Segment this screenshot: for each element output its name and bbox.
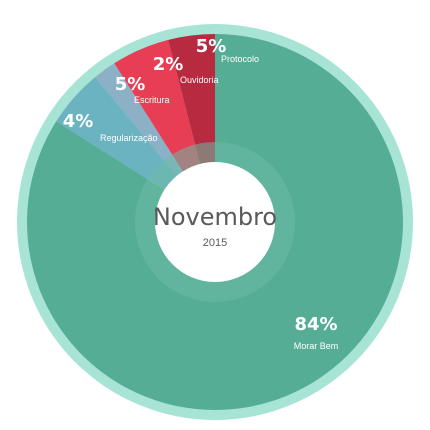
value-label-escritura: 5% xyxy=(115,74,146,95)
name-label-regularizacao: Regularização xyxy=(100,133,158,143)
value-label-morar-bem: 84% xyxy=(294,314,337,335)
label-group: 84%Morar Bem5%Protocolo2%Ouvidoria5%Escr… xyxy=(63,36,339,351)
value-label-regularizacao: 4% xyxy=(63,111,94,132)
center-title: Novembro xyxy=(153,203,277,231)
center-year: 2015 xyxy=(203,237,227,249)
center-disc xyxy=(155,162,275,282)
name-label-escritura: Escritura xyxy=(134,95,170,105)
name-label-morar-bem: Morar Bem xyxy=(294,341,339,351)
name-label-protocolo: Protocolo xyxy=(221,54,259,64)
value-label-protocolo: 5% xyxy=(196,36,227,57)
name-label-ouvidoria: Ouvidoria xyxy=(180,75,219,85)
value-label-ouvidoria: 2% xyxy=(153,54,184,75)
